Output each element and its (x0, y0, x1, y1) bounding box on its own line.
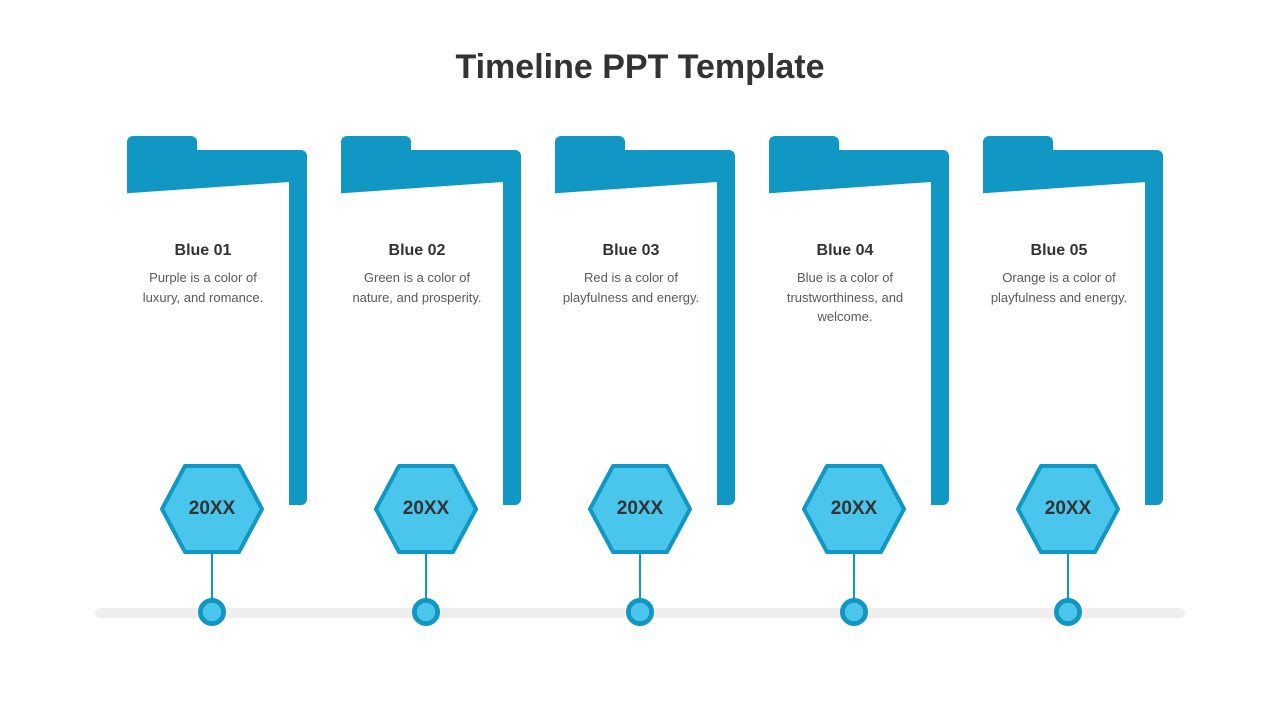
card-sheet: Blue 03 Red is a color of playfulness an… (545, 182, 717, 510)
dot-slot (117, 598, 307, 626)
timeline-card: Blue 05 Orange is a color of playfulness… (973, 150, 1163, 520)
timeline-card: Blue 04 Blue is a color of trustworthine… (759, 150, 949, 520)
year-hexagon: 20XX (372, 462, 480, 556)
dot-slot (545, 598, 735, 626)
timeline-card: Blue 03 Red is a color of playfulness an… (545, 150, 735, 520)
year-label: 20XX (1045, 498, 1091, 520)
card-sheet: Blue 01 Purple is a color of luxury, and… (117, 182, 289, 510)
timeline-card: Blue 01 Purple is a color of luxury, and… (117, 150, 307, 520)
timeline-card: Blue 02 Green is a color of nature, and … (331, 150, 521, 520)
year-label: 20XX (403, 498, 449, 520)
card-title: Blue 01 (133, 242, 273, 260)
page-title: Timeline PPT Template (0, 48, 1280, 87)
card-desc: Blue is a color of trustworthiness, and … (775, 268, 915, 327)
timeline-dot (1054, 598, 1082, 626)
card-sheet: Blue 05 Orange is a color of playfulness… (973, 182, 1145, 510)
dot-slot (759, 598, 949, 626)
card-desc: Orange is a color of playfulness and ene… (989, 268, 1129, 307)
card-title: Blue 04 (775, 242, 915, 260)
card-desc: Green is a color of nature, and prosperi… (347, 268, 487, 307)
timeline-dots-row (0, 598, 1280, 626)
year-label: 20XX (189, 498, 235, 520)
year-label: 20XX (617, 498, 663, 520)
timeline-dot (198, 598, 226, 626)
year-hexagon: 20XX (1014, 462, 1122, 556)
card-desc: Red is a color of playfulness and energy… (561, 268, 701, 307)
year-hexagon: 20XX (800, 462, 908, 556)
card-desc: Purple is a color of luxury, and romance… (133, 268, 273, 307)
card-title: Blue 02 (347, 242, 487, 260)
card-sheet: Blue 02 Green is a color of nature, and … (331, 182, 503, 510)
cards-row: Blue 01 Purple is a color of luxury, and… (0, 150, 1280, 520)
timeline-dot (412, 598, 440, 626)
year-label: 20XX (831, 498, 877, 520)
year-hexagon: 20XX (158, 462, 266, 556)
card-title: Blue 03 (561, 242, 701, 260)
card-sheet: Blue 04 Blue is a color of trustworthine… (759, 182, 931, 510)
dot-slot (973, 598, 1163, 626)
card-title: Blue 05 (989, 242, 1129, 260)
year-hexagon: 20XX (586, 462, 694, 556)
timeline-dot (840, 598, 868, 626)
dot-slot (331, 598, 521, 626)
timeline-dot (626, 598, 654, 626)
